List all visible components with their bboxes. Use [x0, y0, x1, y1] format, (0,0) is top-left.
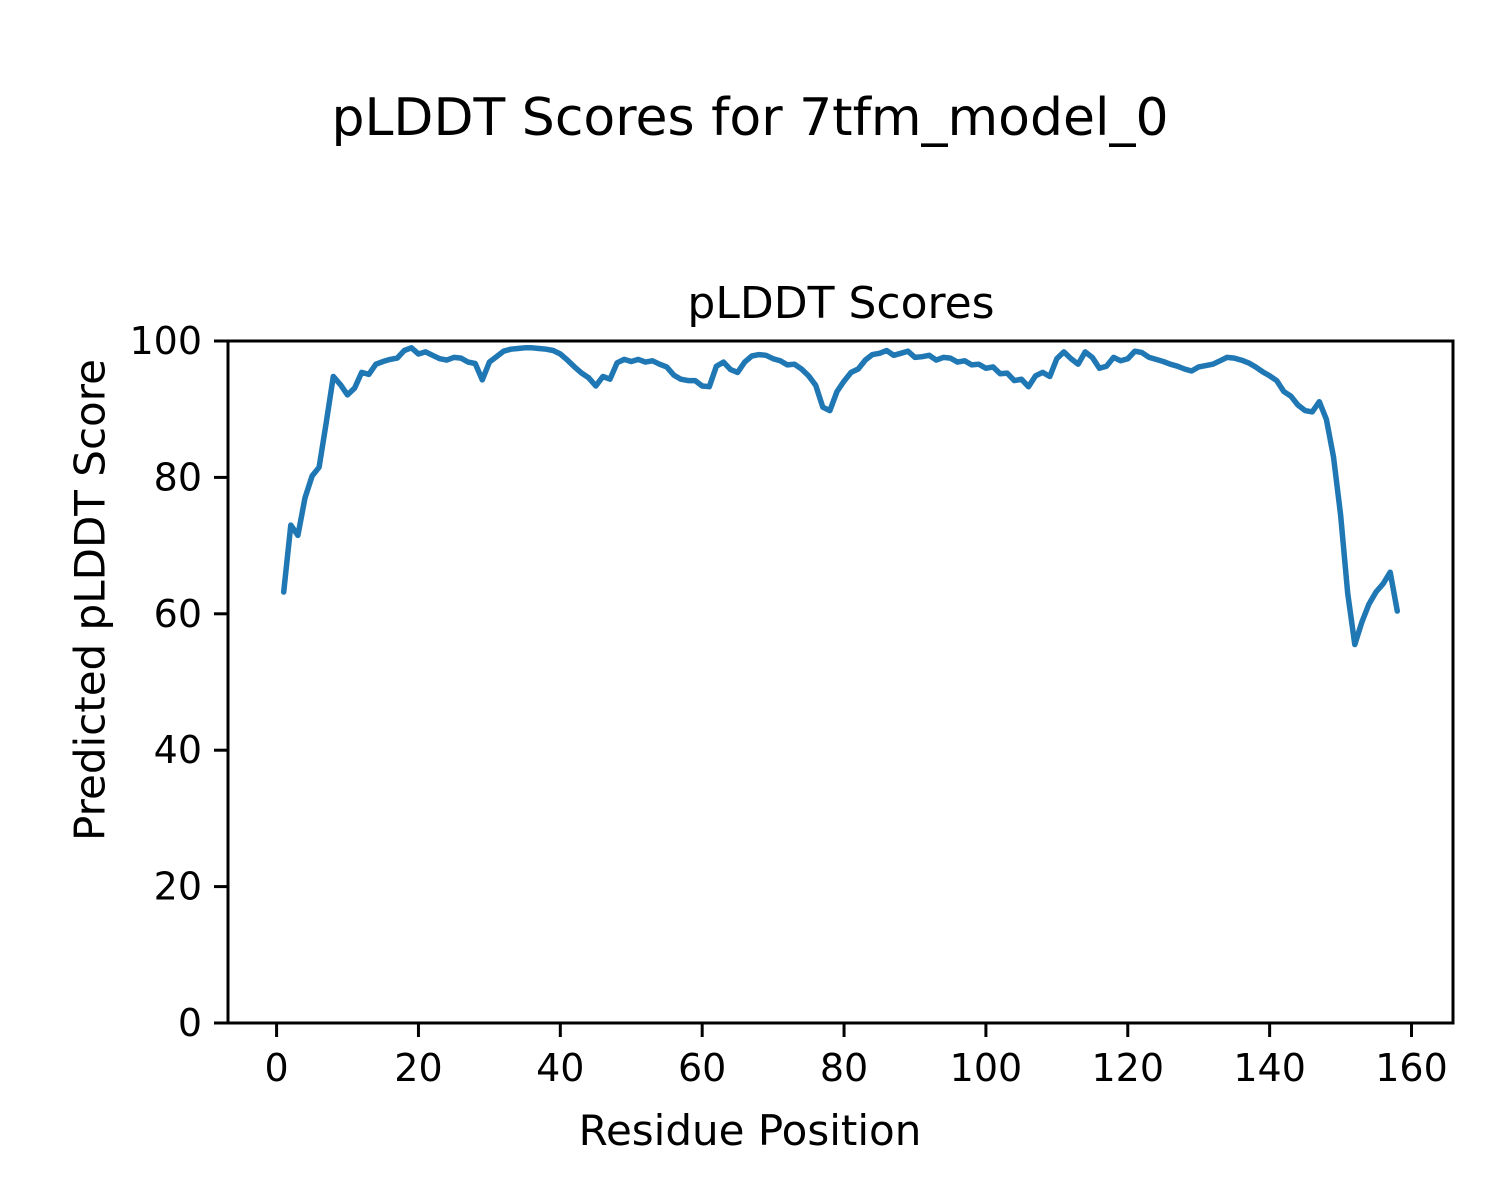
x-tick-label: 100 — [950, 1046, 1023, 1090]
x-tick-label: 20 — [394, 1046, 442, 1090]
y-tick-label: 20 — [154, 865, 202, 909]
x-axis-label: Residue Position — [578, 1106, 922, 1155]
y-tick-label: 40 — [154, 728, 202, 772]
x-tick-label: 60 — [678, 1046, 726, 1090]
plddt-line — [280, 345, 1401, 648]
y-tick-label: 100 — [129, 319, 202, 363]
x-tick-label: 0 — [264, 1046, 288, 1090]
y-tick-label: 80 — [154, 455, 202, 499]
x-tick-label: 40 — [536, 1046, 584, 1090]
axes-title: pLDDT Scores — [687, 278, 995, 329]
axes-spines — [226, 339, 1455, 1025]
x-tick-label: 140 — [1233, 1046, 1306, 1090]
x-tick-label: 80 — [820, 1046, 868, 1090]
x-tick-label: 120 — [1092, 1046, 1165, 1090]
figure-title: pLDDT Scores for 7tfm_model_0 — [331, 88, 1169, 148]
x-tick-label: 160 — [1375, 1046, 1448, 1090]
y-tick-label: 0 — [178, 1001, 202, 1045]
y-tick-label: 60 — [154, 592, 202, 636]
